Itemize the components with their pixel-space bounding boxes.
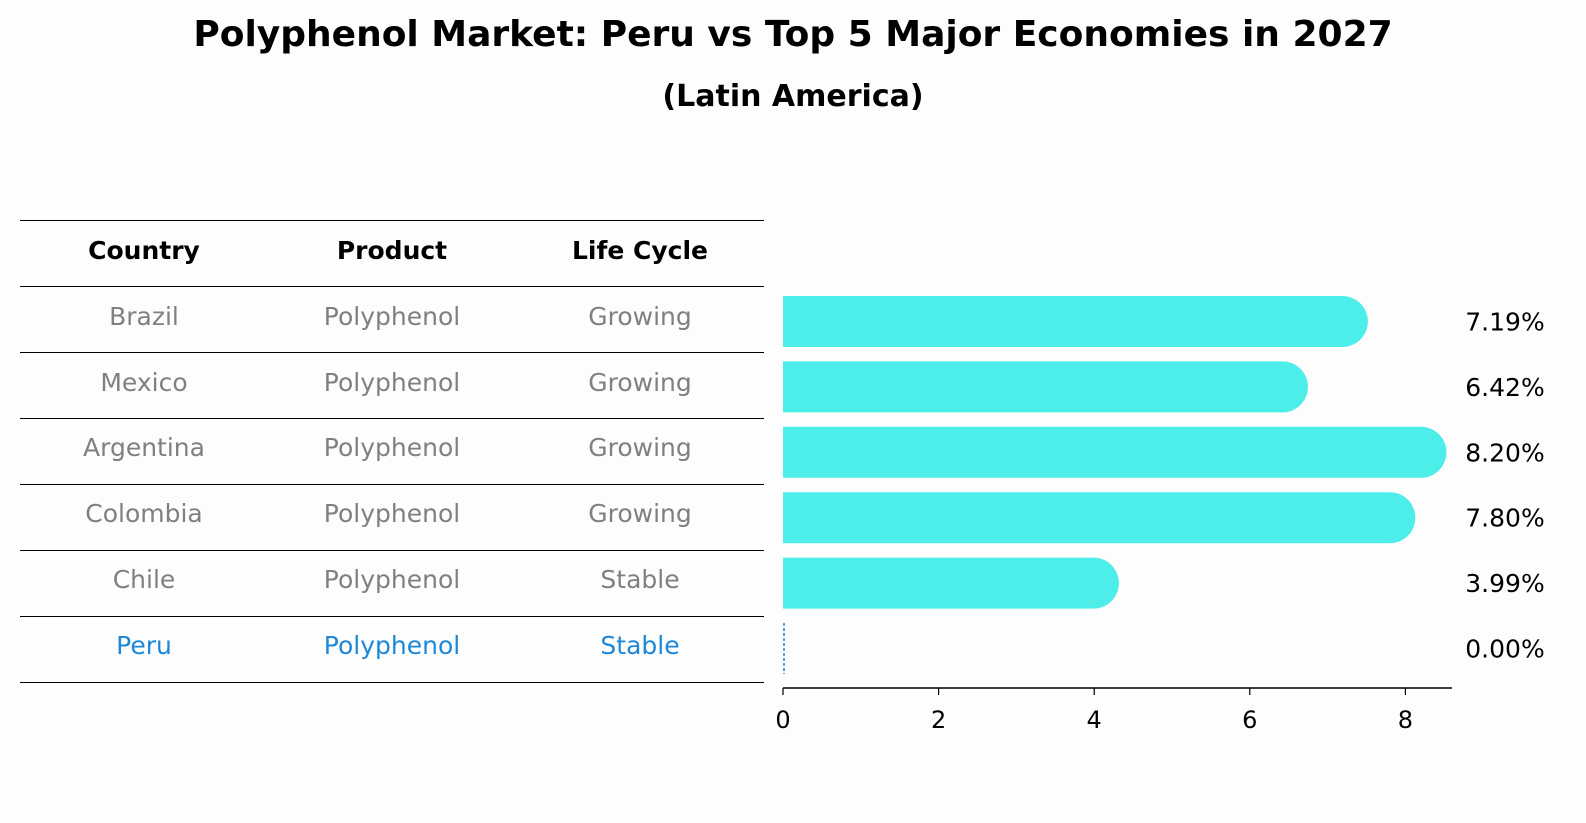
table-rule xyxy=(20,616,764,617)
cell-country-highlight: Peru xyxy=(116,631,172,660)
cell-country: Chile xyxy=(112,565,176,594)
bar-value-label: 7.80% xyxy=(1465,504,1544,533)
bar xyxy=(783,361,1308,413)
header-product: Product xyxy=(336,236,448,265)
bar xyxy=(783,426,1447,478)
bar-value-label: 8.20% xyxy=(1465,438,1544,467)
bar xyxy=(783,492,1416,544)
cell-country: Argentina xyxy=(83,433,205,462)
x-tick-label: 8 xyxy=(1398,706,1413,734)
cell-life-cycle-highlight: Stable xyxy=(600,631,680,660)
chart-subtitle: (Latin America) xyxy=(662,79,924,114)
cell-life-cycle: Growing xyxy=(588,302,692,331)
header-country: Country xyxy=(88,236,200,265)
header-life-cycle: Life Cycle xyxy=(571,236,709,265)
chart-title: Polyphenol Market: Peru vs Top 5 Major E… xyxy=(193,14,1393,55)
table-rule xyxy=(20,484,764,485)
cell-country: Colombia xyxy=(85,499,203,528)
cell-life-cycle: Growing xyxy=(588,368,692,397)
x-tick-label: 6 xyxy=(1242,706,1257,734)
table-rule xyxy=(20,286,764,287)
cell-product: Polyphenol xyxy=(323,565,461,594)
cell-product: Polyphenol xyxy=(323,499,461,528)
cell-country: Mexico xyxy=(100,368,188,397)
bar xyxy=(783,296,1368,347)
bar-value-label: 7.19% xyxy=(1465,308,1544,337)
bar-value-label: 0.00% xyxy=(1465,635,1544,664)
cell-product-highlight: Polyphenol xyxy=(323,631,461,660)
bar-value-label: 3.99% xyxy=(1465,569,1544,598)
table-rule xyxy=(20,220,764,221)
cell-product: Polyphenol xyxy=(323,368,461,397)
table-rule xyxy=(20,352,764,353)
table-rule xyxy=(20,682,764,683)
cell-life-cycle: Growing xyxy=(588,433,692,462)
cell-life-cycle: Stable xyxy=(600,565,680,594)
cell-country: Brazil xyxy=(109,302,179,331)
x-tick-label: 2 xyxy=(931,706,946,734)
cell-product: Polyphenol xyxy=(323,433,461,462)
x-tick-label: 4 xyxy=(1087,706,1102,734)
table-rule xyxy=(20,418,764,419)
cell-life-cycle: Growing xyxy=(588,499,692,528)
bar-value-label: 6.42% xyxy=(1465,373,1544,402)
bar xyxy=(783,557,1119,609)
table-rule xyxy=(20,550,764,551)
x-tick-label: 0 xyxy=(775,706,790,734)
cell-product: Polyphenol xyxy=(323,302,461,331)
